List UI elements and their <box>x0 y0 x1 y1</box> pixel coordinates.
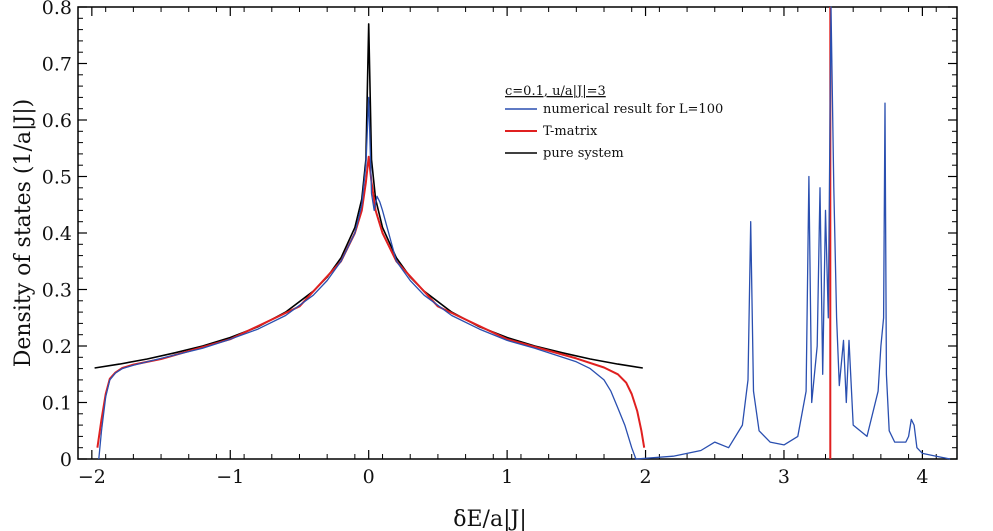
series-line-pure-system <box>94 23 643 369</box>
y-tick-label: 0.2 <box>42 336 72 358</box>
y-tick-label: 0.4 <box>42 223 72 245</box>
x-tick-label: 0 <box>363 466 375 488</box>
axis-ticks <box>77 6 957 460</box>
y-tick-label: 0.1 <box>42 393 72 415</box>
y-tick-label: 0.8 <box>42 0 72 19</box>
x-tick-label: 3 <box>778 466 790 488</box>
series-line-t-matrix <box>96 155 646 448</box>
y-tick-label: 0.5 <box>42 167 72 189</box>
legend-label-numerical: numerical result for L=100 <box>543 102 723 117</box>
y-tick-label: 0.7 <box>42 54 72 76</box>
y-tick-label: 0.6 <box>42 110 72 132</box>
y-tick-label: 0.3 <box>42 280 72 302</box>
x-tick-label: 2 <box>639 466 651 488</box>
x-tick-label: 4 <box>916 466 928 488</box>
legend-title: c=0.1, u/a|J|=3 <box>505 84 606 99</box>
legend-label-pure: pure system <box>543 146 624 161</box>
x-tick-label: −2 <box>78 466 106 488</box>
axis-tick-labels: −2 −1 0 1 2 3 4 0 0.1 0.2 0.3 0.4 0.5 0.6 0.7 0.8 <box>42 0 929 488</box>
series-layer <box>94 6 951 460</box>
x-tick-label: −1 <box>216 466 244 488</box>
x-axis-label: δE/a|J| <box>453 507 526 531</box>
x-tick-label: 1 <box>501 466 513 488</box>
legend: c=0.1, u/a|J|=3 numerical result for L=1… <box>505 84 723 161</box>
legend-label-tmatrix: T-matrix <box>543 124 598 139</box>
y-tick-label: 0 <box>60 449 72 471</box>
series-line-numerical-result-for-l-100 <box>98 6 951 460</box>
y-axis-label: Density of states (1/a|J|) <box>11 99 36 368</box>
